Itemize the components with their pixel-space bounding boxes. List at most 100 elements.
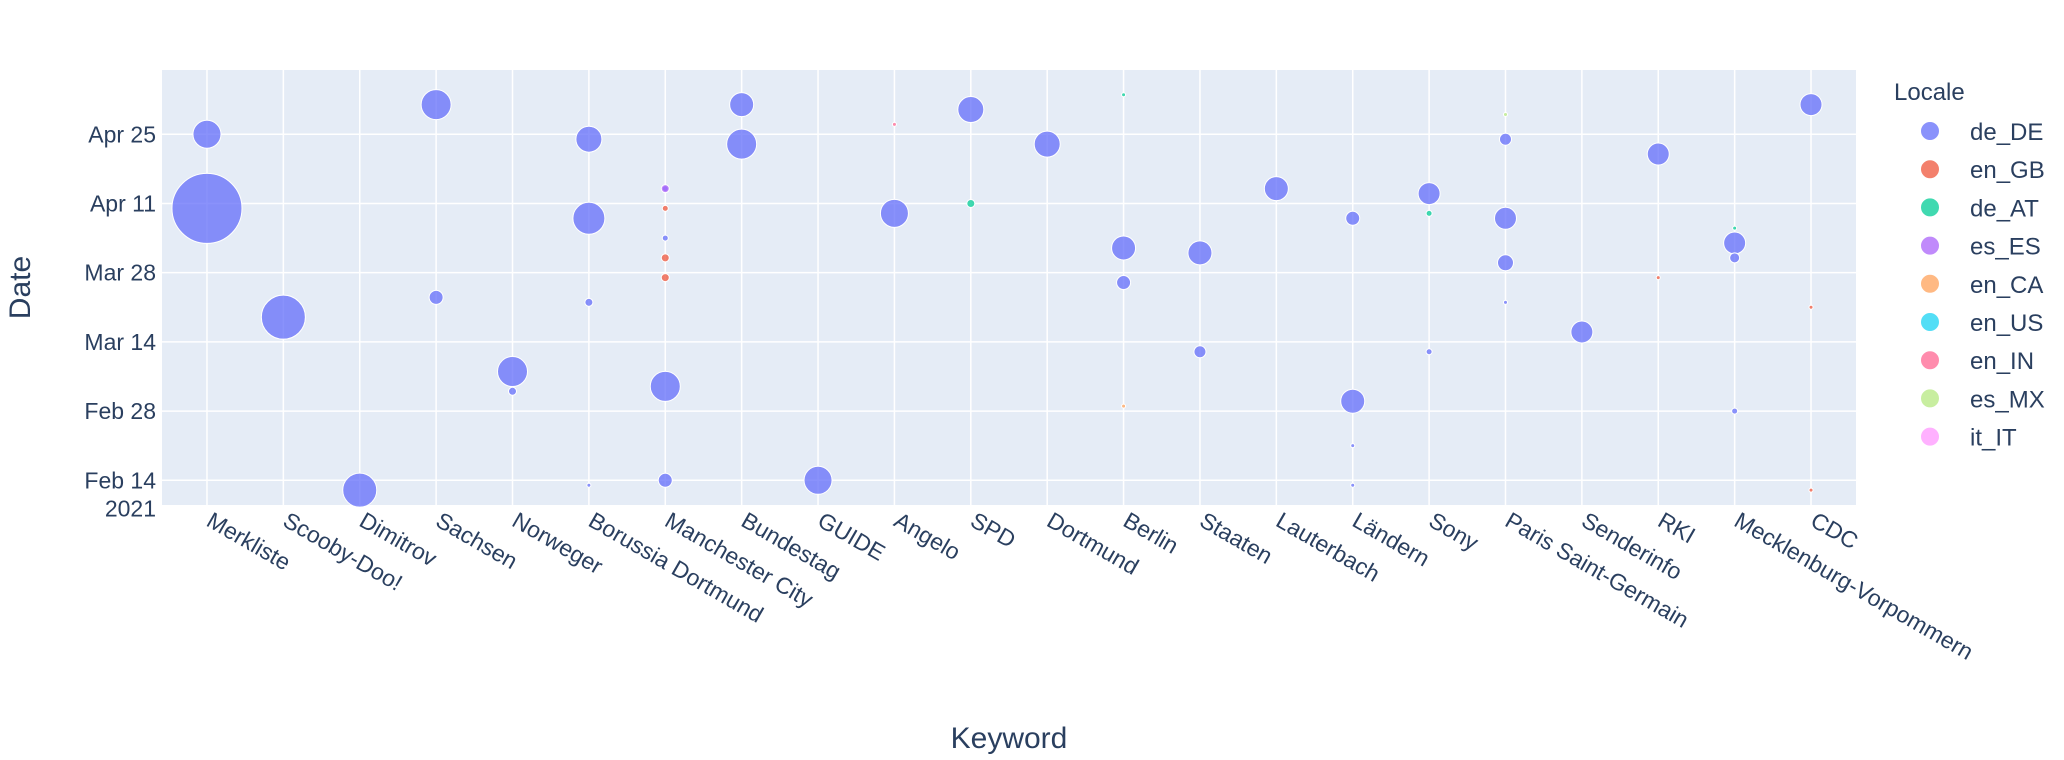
legend-label: es_MX — [1970, 386, 2045, 413]
legend-swatch — [1920, 273, 1940, 294]
bubble-de_DE[interactable] — [803, 465, 833, 495]
legend-item-es_ES[interactable]: es_ES — [1920, 234, 2041, 261]
y-tick-label: Mar 14 — [84, 329, 156, 355]
legend-swatch — [1920, 121, 1940, 141]
bubble-de_DE[interactable] — [649, 370, 681, 402]
bubble-de_DE[interactable] — [879, 198, 909, 228]
bubble-de_DE[interactable] — [1729, 252, 1741, 264]
bubble-en_GB[interactable] — [660, 273, 670, 283]
y-tick-year-label: 2021 — [105, 495, 156, 521]
bubble-de_DE[interactable] — [508, 386, 518, 396]
bubble-de_DE[interactable] — [428, 289, 444, 305]
bubble-de_DE[interactable] — [1193, 345, 1207, 359]
y-axis-title: Date — [4, 256, 37, 319]
bubble-de_DE[interactable] — [1417, 182, 1441, 206]
bubble-de_DE[interactable] — [171, 172, 243, 244]
bubble-de_DE[interactable] — [1350, 443, 1356, 449]
y-tick-label: Apr 25 — [88, 121, 156, 147]
legend-label: de_DE — [1970, 119, 2043, 146]
legend-item-de_AT[interactable]: de_AT — [1920, 195, 2040, 222]
bubble-de_DE[interactable] — [1350, 482, 1356, 488]
bubble-de_DE[interactable] — [1425, 348, 1433, 356]
bubble-de_DE[interactable] — [260, 294, 306, 340]
legend-item-en_GB[interactable]: en_GB — [1920, 157, 2045, 184]
bubble-de_AT[interactable] — [1732, 225, 1738, 231]
bubble-de_DE[interactable] — [192, 119, 222, 149]
bubble-de_DE[interactable] — [1493, 206, 1517, 230]
bubble-de_DE[interactable] — [572, 201, 606, 235]
bubble-de_DE[interactable] — [1799, 93, 1823, 117]
legend-label: it_IT — [1970, 425, 2017, 452]
bubble-de_DE[interactable] — [957, 96, 985, 124]
bubble-de_DE[interactable] — [1263, 176, 1289, 202]
bubble-de_DE[interactable] — [661, 234, 669, 242]
bubble-de_DE[interactable] — [1345, 210, 1361, 226]
legend-title: Locale — [1894, 79, 1965, 106]
legend-swatch — [1920, 426, 1940, 447]
bubble-de_DE[interactable] — [420, 89, 452, 121]
bubble-en_GB[interactable] — [661, 204, 669, 212]
bubble-de_AT[interactable] — [1121, 92, 1127, 98]
data-markers — [171, 89, 1823, 508]
legend-item-es_MX[interactable]: es_MX — [1920, 386, 2045, 413]
legend-swatch — [1920, 159, 1940, 180]
bubble-en_CA[interactable] — [1121, 403, 1127, 409]
legend-swatch — [1920, 388, 1940, 409]
legend-swatch — [1920, 197, 1940, 218]
bubble-es_ES[interactable] — [660, 184, 670, 194]
bubble-de_DE[interactable] — [1646, 142, 1670, 166]
bubble-de_DE[interactable] — [729, 92, 755, 118]
legend-label: en_CA — [1970, 272, 2043, 299]
x-axis-title: Keyword — [951, 722, 1068, 755]
bubble-de_DE[interactable] — [342, 472, 378, 508]
legend-label: en_US — [1970, 310, 2043, 337]
bubble-de_DE[interactable] — [657, 472, 673, 488]
y-tick-label: Apr 11 — [90, 190, 156, 216]
bubble-de_DE[interactable] — [1111, 235, 1137, 261]
bubble-de_DE[interactable] — [1116, 275, 1132, 291]
bubble-de_DE[interactable] — [1723, 231, 1747, 255]
legend-label: de_AT — [1970, 195, 2039, 222]
legend-item-de_DE[interactable]: de_DE — [1920, 119, 2044, 146]
bubble-de_DE[interactable] — [1502, 299, 1508, 305]
legend-swatch — [1920, 312, 1940, 332]
legend-item-en_US[interactable]: en_US — [1920, 310, 2044, 337]
bubble-en_IN[interactable] — [891, 121, 897, 127]
plot-area — [162, 70, 1856, 505]
bubble-de_AT[interactable] — [966, 198, 976, 208]
bubble-de_DE[interactable] — [584, 297, 594, 307]
bubble-de_DE[interactable] — [1496, 254, 1514, 272]
bubble-de_DE[interactable] — [1731, 407, 1739, 415]
bubble-de_DE[interactable] — [575, 125, 603, 153]
bubble-es_MX[interactable] — [1502, 111, 1508, 117]
y-tick-label: Feb 28 — [84, 398, 156, 424]
bubble-en_GB[interactable] — [1655, 275, 1661, 281]
bubble-en_GB[interactable] — [660, 253, 670, 263]
bubble-de_DE[interactable] — [726, 128, 758, 160]
bubble-en_GB[interactable] — [1808, 487, 1814, 493]
legend-swatch — [1920, 350, 1940, 371]
legend-item-it_IT[interactable]: it_IT — [1920, 425, 2018, 452]
bubble-de_DE[interactable] — [1498, 132, 1512, 146]
bubble-de_DE[interactable] — [1187, 240, 1213, 266]
legend[interactable]: Locale de_DE en_GB de_AT es_ES en_CA en_US en_… — [1894, 79, 2045, 452]
legend-item-en_CA[interactable]: en_CA — [1920, 272, 2044, 299]
gridlines — [162, 70, 1856, 505]
bubble-de_DE[interactable] — [1570, 320, 1594, 344]
legend-label: es_ES — [1970, 234, 2041, 261]
bubble-de_DE[interactable] — [1033, 130, 1061, 158]
legend-item-en_IN[interactable]: en_IN — [1920, 348, 2035, 375]
bubble-en_GB[interactable] — [1808, 304, 1814, 310]
bubble-de_DE[interactable] — [497, 356, 529, 388]
bubble-de_DE[interactable] — [1340, 388, 1366, 414]
legend-items[interactable]: de_DE en_GB de_AT es_ES en_CA en_US en_IN es_MX… — [1920, 119, 2045, 452]
bubble-de_DE[interactable] — [586, 482, 592, 488]
bubble-de_AT[interactable] — [1425, 209, 1433, 217]
legend-swatch — [1920, 235, 1940, 256]
y-tick-label: Mar 28 — [84, 260, 156, 286]
y-tick-label: Feb 14 — [84, 467, 156, 493]
legend-label: en_GB — [1970, 157, 2045, 184]
legend-label: en_IN — [1970, 348, 2034, 375]
